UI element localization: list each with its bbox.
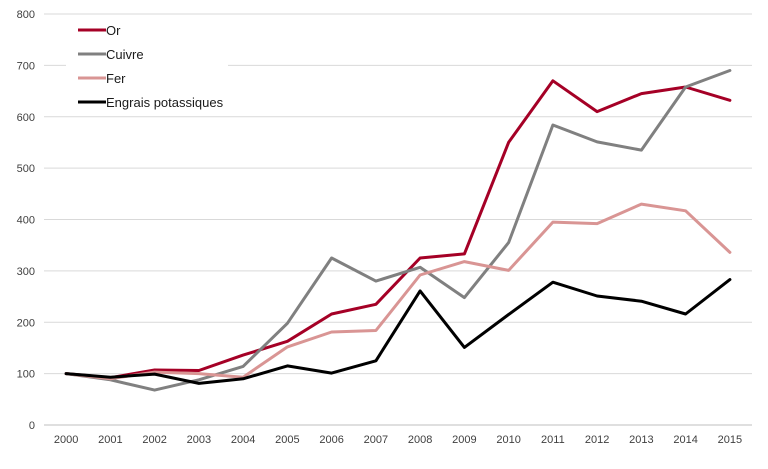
x-tick-label: 2009 [452, 434, 476, 446]
x-tick-label: 2014 [673, 434, 697, 446]
y-tick-label: 200 [17, 317, 35, 329]
legend-label: Cuivre [106, 47, 144, 62]
y-tick-label: 600 [17, 112, 35, 124]
y-tick-label: 300 [17, 266, 35, 278]
y-tick-label: 400 [17, 215, 35, 227]
series-lines [64, 69, 732, 392]
y-tick-label: 100 [17, 369, 35, 381]
y-tick-label: 700 [17, 60, 35, 72]
x-tick-label: 2000 [54, 434, 78, 446]
x-tick-label: 2002 [142, 434, 166, 446]
x-tick-label: 2011 [541, 434, 565, 446]
series-line-0 [64, 79, 732, 380]
x-tick-label: 2008 [408, 434, 432, 446]
x-tick-label: 2006 [319, 434, 343, 446]
x-axis-tick-labels: 2000 2001 2002 2003 2004 2005 2006 2007 2008 2009… [54, 434, 742, 446]
x-tick-label: 2003 [187, 434, 211, 446]
x-tick-label: 2005 [275, 434, 299, 446]
legend-label: Fer [106, 71, 126, 86]
legend-label: Engrais potassiques [106, 95, 224, 110]
series-line-3 [64, 278, 732, 385]
x-tick-label: 2012 [585, 434, 609, 446]
legend: Or Cuivre Fer Engrais potassiques [66, 18, 228, 110]
y-axis-tick-labels: 0 100 200 300 400 500 600 700 800 [17, 9, 35, 432]
series-line-1 [64, 69, 732, 392]
y-tick-label: 500 [17, 163, 35, 175]
y-tick-label: 0 [29, 420, 35, 432]
x-tick-label: 2004 [231, 434, 255, 446]
x-tick-label: 2010 [496, 434, 520, 446]
x-tick-label: 2007 [364, 434, 388, 446]
x-tick-label: 2015 [718, 434, 742, 446]
x-tick-label: 2001 [98, 434, 122, 446]
legend-label: Or [106, 23, 121, 38]
x-tick-label: 2013 [629, 434, 653, 446]
legend-background [66, 18, 228, 110]
y-tick-label: 800 [17, 9, 35, 21]
series-line-2 [64, 202, 732, 381]
